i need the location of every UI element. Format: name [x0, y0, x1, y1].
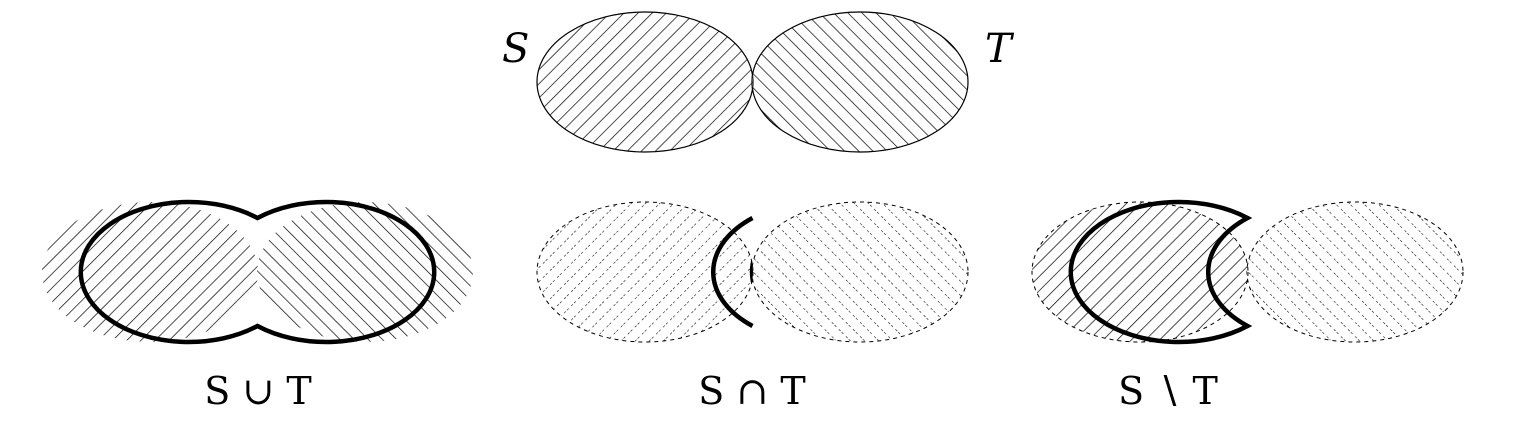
intersection-caption: S ∩ T — [698, 369, 805, 413]
set-t-ellipse — [751, 11, 969, 153]
label-s: S — [502, 26, 529, 72]
set-s-ellipse — [536, 11, 754, 153]
union-panel: S ∪ T — [42, 199, 473, 413]
difference-caption: S ∖ T — [1118, 369, 1218, 413]
difference-outline — [1068, 199, 1253, 345]
intersection-panel: S ∩ T — [536, 201, 969, 413]
difference-panel: S ∖ T — [1031, 199, 1464, 413]
union-outline — [78, 199, 437, 345]
label-t: T — [985, 26, 1015, 72]
union-caption: S ∪ T — [204, 369, 311, 413]
intersection-region — [749, 202, 753, 342]
top-venn: S T — [502, 11, 1015, 153]
